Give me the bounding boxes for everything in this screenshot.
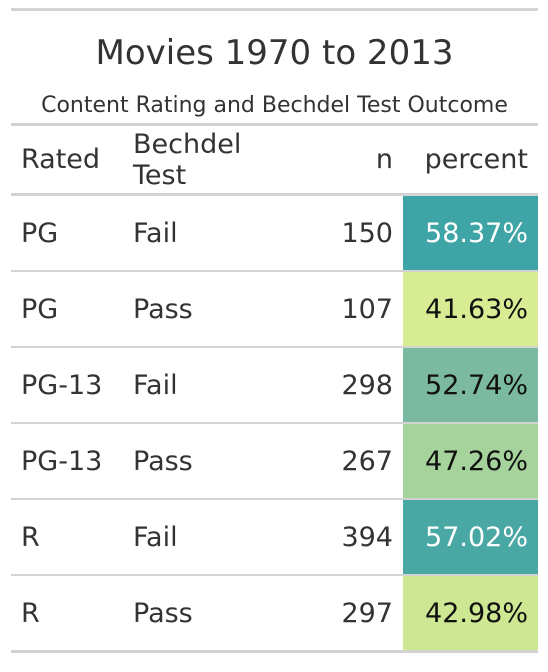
cell-rated: PG — [11, 270, 123, 347]
table-row: R Pass 297 42.98% — [11, 574, 538, 650]
cell-percent: 42.98% — [403, 574, 538, 650]
cell-n: 394 — [297, 498, 403, 575]
column-header-percent: percent — [403, 126, 538, 196]
gt-table: Movies 1970 to 2013 Content Rating and B… — [11, 8, 538, 653]
table-row: PG-13 Fail 298 52.74% — [11, 346, 538, 423]
column-header-rated: Rated — [11, 126, 123, 196]
cell-bechdel-test: Pass — [123, 270, 297, 347]
table-row: PG Fail 150 58.37% — [11, 194, 538, 271]
cell-percent: 47.26% — [403, 422, 538, 499]
cell-rated: R — [11, 498, 123, 575]
table-row: PG-13 Pass 267 47.26% — [11, 422, 538, 499]
column-header-n: n — [297, 126, 403, 196]
cell-n: 267 — [297, 422, 403, 499]
table-row: PG Pass 107 41.63% — [11, 270, 538, 347]
cell-percent: 41.63% — [403, 270, 538, 347]
table-subtitle: Content Rating and Bechdel Test Outcome — [41, 93, 508, 118]
cell-rated: PG — [21, 217, 59, 249]
top-rule — [11, 8, 538, 11]
cell-bechdel-test: Fail — [123, 498, 297, 575]
cell-bechdel-test: Pass — [123, 422, 297, 499]
table-row: R Fail 394 57.02% — [11, 498, 538, 575]
cell-bechdel-test: Fail — [133, 217, 178, 249]
cell-rated: R — [11, 574, 123, 650]
cell-rated: PG-13 — [11, 422, 123, 499]
cell-percent: 58.37% — [403, 194, 538, 271]
cell-rated: PG-13 — [11, 346, 123, 423]
bottom-rule — [11, 650, 538, 653]
cell-bechdel-test: Pass — [123, 574, 297, 650]
column-header-bechdel-test: Bechdel Test — [123, 126, 297, 196]
cell-n: 150 — [341, 217, 393, 249]
cell-bechdel-test: Fail — [123, 346, 297, 423]
table-body: PG Fail 150 58.37% PG Pass 107 41.63% PG-13 Fail 2… — [11, 194, 538, 650]
cell-percent: 52.74% — [403, 346, 538, 423]
cell-percent: 57.02% — [403, 498, 538, 575]
data-table: Rated Bechdel Test n percent PG Fail 150 58… — [11, 126, 538, 650]
table-title: Movies 1970 to 2013 — [95, 33, 454, 73]
column-header-row: Rated Bechdel Test n percent — [11, 126, 538, 196]
cell-n: 297 — [297, 574, 403, 650]
heading-rule — [11, 123, 538, 126]
cell-n: 298 — [297, 346, 403, 423]
cell-n: 107 — [297, 270, 403, 347]
